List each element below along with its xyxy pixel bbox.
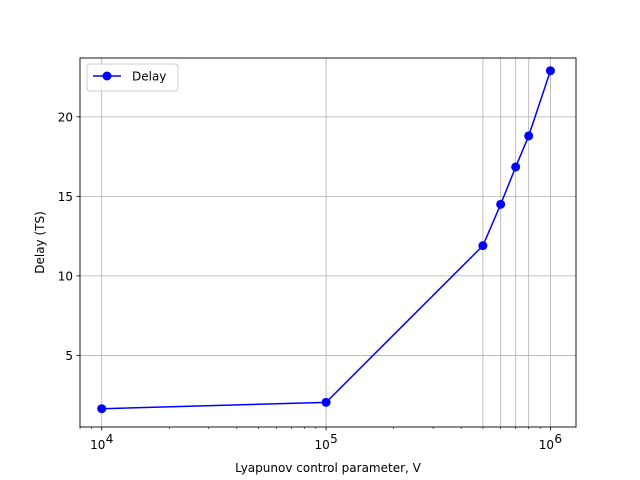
x-tick-exponent: 6 <box>554 432 562 446</box>
y-tick-label: 10 <box>58 269 73 283</box>
y-axis-label: Delay (TS) <box>33 211 47 274</box>
legend-label-delay: Delay <box>132 70 166 84</box>
x-tick-exponent: 5 <box>330 432 338 446</box>
data-point-delay <box>97 404 107 414</box>
x-tick-exponent: 4 <box>106 432 114 446</box>
legend-frame <box>86 63 179 92</box>
legend: Delay <box>86 63 179 92</box>
x-tick-label: 10 <box>314 438 329 452</box>
y-tick-label: 15 <box>58 190 73 204</box>
data-point-delay <box>496 199 506 209</box>
x-tick-label: 10 <box>90 438 105 452</box>
series <box>97 66 555 414</box>
x-tick-label: 10 <box>539 438 554 452</box>
data-point-delay <box>511 162 521 172</box>
data-point-delay <box>478 241 488 251</box>
grid <box>80 58 576 427</box>
y-tick-label: 5 <box>65 349 73 363</box>
data-point-delay <box>545 66 555 76</box>
data-point-delay <box>321 397 331 407</box>
data-point-delay <box>524 131 534 141</box>
x-axis-label: Lyapunov control parameter, V <box>235 461 422 475</box>
legend-marker-swatch <box>102 71 112 81</box>
plot-frame <box>79 57 577 428</box>
y-tick-label: 20 <box>58 110 73 124</box>
